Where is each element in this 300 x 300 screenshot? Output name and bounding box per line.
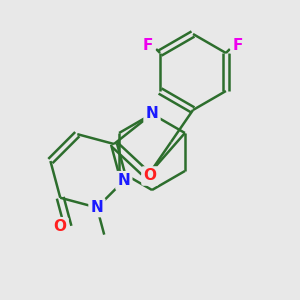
Text: N: N	[91, 200, 103, 215]
Text: O: O	[53, 219, 67, 234]
Text: F: F	[143, 38, 153, 52]
Text: N: N	[146, 106, 158, 122]
Text: O: O	[143, 169, 157, 184]
Text: N: N	[118, 173, 130, 188]
Text: F: F	[233, 38, 243, 52]
